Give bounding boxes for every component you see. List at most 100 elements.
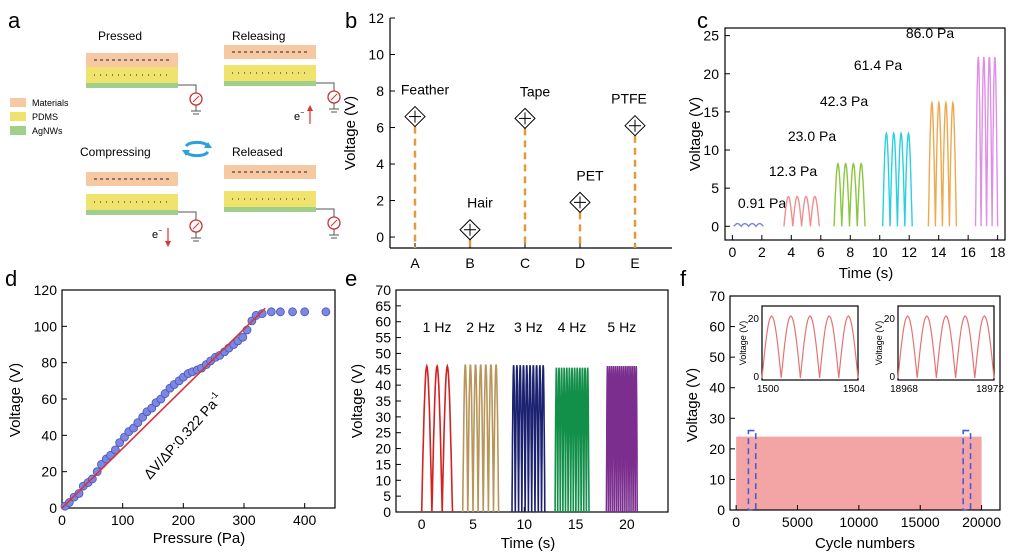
series-line [461,364,500,513]
y-tick-label: 10 [709,471,725,487]
series-label: 42.3 Pa [820,93,868,109]
series-label: 3 Hz [514,319,543,335]
y-tick-label: 0 [376,229,384,245]
y-tick-label: 20 [41,464,57,480]
data-point [275,307,285,317]
y-tick-label: 25 [703,28,719,44]
series-line [927,100,958,227]
panel-d-chart: 0 20 40 60 80 100 120 0 100 200 300 400 Pressure (Pa… [7,282,336,547]
y-tick-label: 0 [383,504,391,520]
inset-frame [897,305,995,381]
y-tick-label: 10 [703,142,719,158]
legend-agnws-swatch [10,126,26,135]
wire [178,84,197,93]
y-tick-label: 10 [368,47,384,63]
inset-x-tick-label: 1500 [757,384,780,395]
x-tick-label: 6 [817,244,825,260]
electron-label-releasing: e− [294,110,304,123]
y-tick-label: 40 [375,377,391,393]
y-tick-label: 100 [34,318,58,334]
y-tick-label: 10 [375,472,391,488]
inset-y-axis-label: Voltage (V) [874,321,884,366]
wire [316,82,335,91]
panel-letter-e: e [345,266,357,291]
legend-materials-swatch [10,98,26,107]
inset-waveform [761,315,859,379]
x-tick-label: 0 [728,244,736,260]
x-axis-label: Pressure (Pa) [153,530,246,547]
x-tick-label: D [575,255,585,271]
panel-letter-f: f [680,266,687,291]
x-tick-label: 15 [568,516,584,532]
series-label: 4 Hz [558,319,587,335]
data-point [160,389,170,398]
highlight-box [962,429,972,511]
y-tick-label: 65 [375,298,391,314]
panel-letter-a: a [8,8,21,33]
x-axis-label: Time (s) [501,535,555,552]
x-tick-label: C [520,255,530,271]
series-line [605,366,639,513]
y-tick-label: 55 [375,330,391,346]
y-tick-label: 120 [34,282,58,298]
x-tick-label: 5000 [782,514,813,530]
state-compressing-label: Compressing [80,145,151,159]
x-tick-label: 300 [232,512,256,528]
point-label: Hair [467,195,493,211]
device-compressing [86,172,203,242]
x-tick-label: 0 [418,516,426,532]
agnws-layer [86,210,178,215]
x-tick-label: A [410,255,420,271]
y-tick-label: 5 [383,488,391,504]
data-point [238,332,248,342]
pdms-layer [86,194,178,210]
data-point [110,445,120,455]
meter-needle [192,95,200,103]
series-label: 23.0 Pa [788,128,836,144]
agnws-layer [224,207,316,212]
series-label: 12.3 Pa [769,163,817,179]
x-tick-label: 20 [619,516,635,532]
inset-y-axis-label: Voltage (V) [738,321,748,366]
y-tick-label: 40 [709,380,725,396]
legend-pdms-swatch [10,112,26,121]
device-releasing [224,45,341,113]
inset-y-tick-label: 0 [753,372,759,383]
y-tick-label: 45 [375,361,391,377]
y-tick-label: 20 [375,441,391,457]
agnws-layer [86,83,178,88]
pdms-layer [224,191,316,207]
x-tick-label: 4 [787,244,795,260]
panel-a-schematic: Pressed Releasing Compressing Released M… [10,29,341,247]
y-tick-label: 40 [41,427,57,443]
x-tick-label: 100 [111,512,135,528]
inset-frame [761,305,859,381]
y-tick-label: 8 [376,83,384,99]
x-tick-label: 400 [293,512,317,528]
data-point [64,498,74,507]
inset-x-tick-label: 18968 [890,384,918,395]
series-label: 1 Hz [423,319,452,335]
series-label: 2 Hz [466,319,495,335]
y-tick-label: 30 [375,409,391,425]
panel-letter-b: b [345,8,357,33]
series-line [783,195,820,227]
point-label: Tape [520,83,551,99]
x-tick-label: B [465,255,474,271]
legend-materials-label: Materials [32,98,69,108]
y-axis-label: Voltage (V) [7,363,24,437]
agnws-layer [224,81,316,86]
point-label: Feather [401,82,450,98]
data-point [115,438,125,448]
legend-agnws-label: AgNWs [32,126,63,136]
x-tick-label: 0 [58,512,66,528]
state-releasing-label: Releasing [232,29,285,43]
panel-letter-d: d [5,266,17,291]
wire [316,208,335,217]
data-point [92,467,102,477]
y-tick-label: 50 [375,345,391,361]
data-point [300,307,310,317]
meter-needle [192,222,200,230]
